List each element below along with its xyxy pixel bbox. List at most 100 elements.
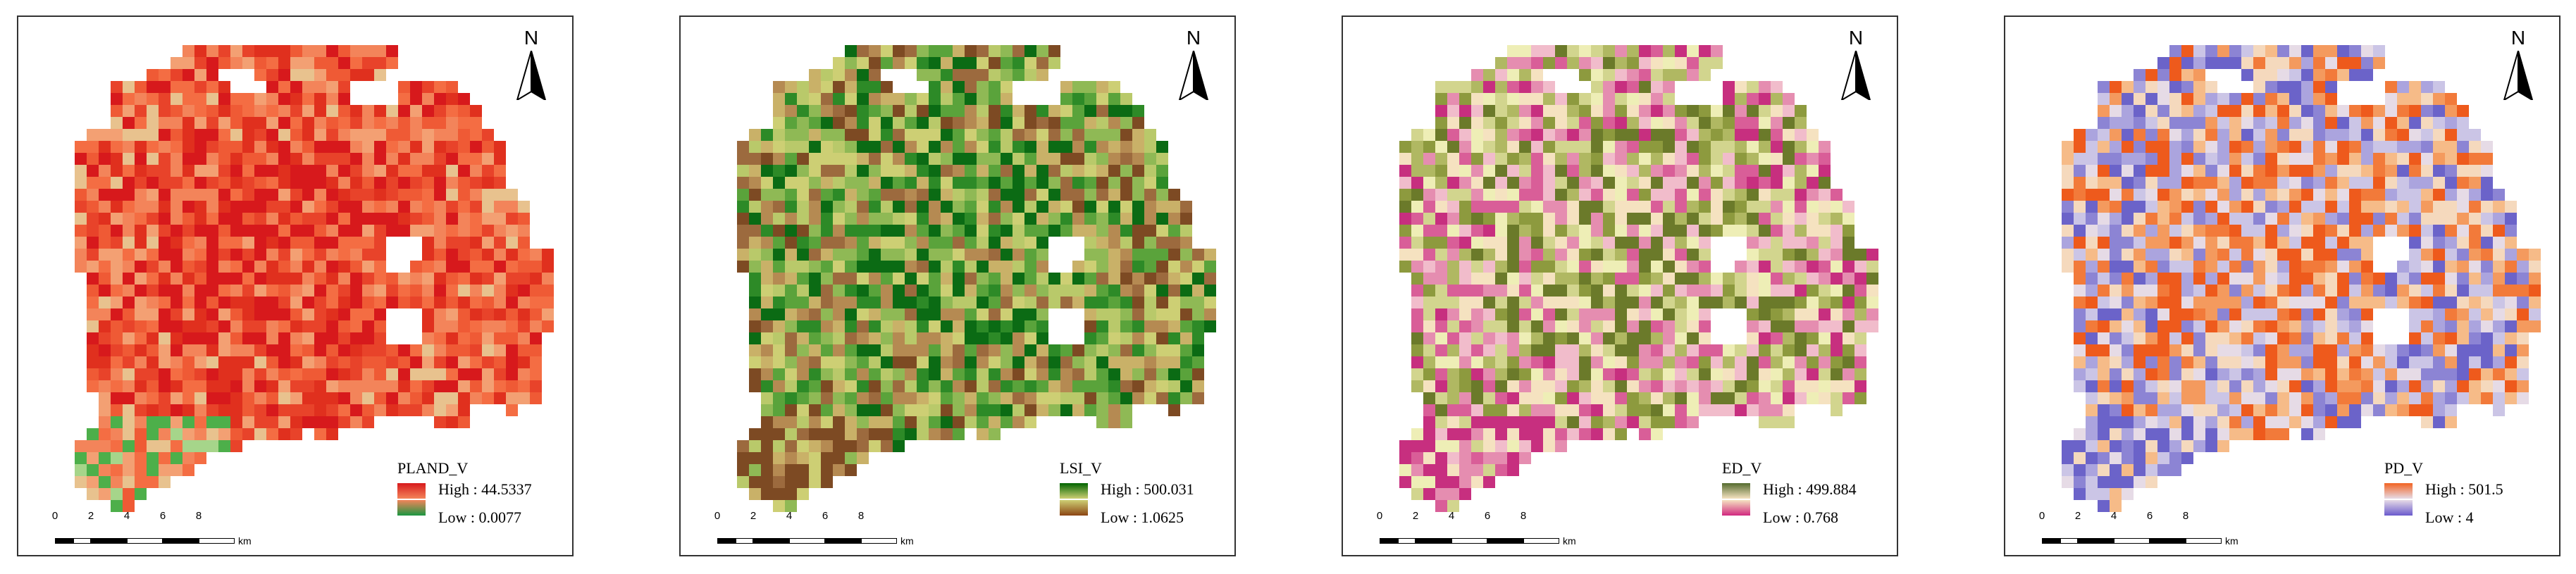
raster-cell	[797, 356, 809, 368]
raster-cell	[1831, 380, 1843, 392]
legend-high-swatch	[1722, 483, 1750, 499]
raster-cell	[749, 452, 761, 464]
raster-cell	[1543, 285, 1555, 297]
raster-cell	[1531, 416, 1543, 428]
raster-cell	[2397, 344, 2409, 356]
raster-cell	[2445, 392, 2457, 404]
raster-cell	[1084, 93, 1096, 105]
raster-cell	[242, 297, 254, 308]
raster-cell	[845, 81, 857, 93]
raster-cell	[2433, 117, 2445, 129]
raster-cell	[230, 320, 242, 332]
raster-cell	[941, 356, 953, 368]
raster-cell	[2409, 225, 2421, 237]
raster-cell	[410, 201, 422, 213]
raster-cell	[2253, 428, 2265, 440]
raster-cell	[2421, 225, 2433, 237]
raster-cell	[326, 57, 338, 69]
raster-cell	[182, 237, 194, 249]
raster-cell	[254, 153, 266, 165]
raster-cell	[2217, 297, 2229, 308]
raster-cell	[2134, 81, 2145, 93]
raster-cell	[338, 249, 350, 261]
raster-cell	[75, 237, 87, 249]
raster-cell	[362, 225, 374, 237]
raster-cell	[194, 165, 206, 177]
north-label: N	[2510, 27, 2526, 49]
raster-cell	[1591, 368, 1603, 380]
raster-cell	[1036, 392, 1048, 404]
raster-cell	[2122, 105, 2134, 117]
raster-cell	[1723, 285, 1735, 297]
raster-cell	[147, 153, 159, 165]
raster-cell	[2157, 344, 2169, 356]
raster-cell	[242, 308, 254, 320]
raster-cell	[206, 392, 218, 404]
legend-high-label: High : 500.031	[1101, 480, 1194, 498]
raster-cell	[362, 356, 374, 368]
raster-cell	[1627, 117, 1639, 129]
raster-cell	[869, 344, 881, 356]
raster-cell	[1651, 308, 1663, 320]
raster-cell	[977, 392, 989, 404]
raster-cell	[2313, 416, 2325, 428]
raster-cell	[1108, 285, 1120, 297]
raster-cell	[542, 320, 554, 332]
raster-cell	[1156, 368, 1168, 380]
raster-cell	[1723, 344, 1735, 356]
raster-cell	[2361, 392, 2373, 404]
raster-cell	[1072, 117, 1084, 129]
raster-cell	[494, 165, 506, 177]
raster-cell	[2409, 356, 2421, 368]
raster-cell	[2373, 141, 2385, 153]
raster-cell	[326, 117, 338, 129]
raster-cell	[2193, 57, 2205, 69]
raster-cell	[1423, 177, 1435, 189]
raster-cell	[1156, 297, 1168, 308]
raster-cell	[2445, 273, 2457, 285]
raster-cell	[290, 249, 302, 261]
raster-cell	[1579, 356, 1591, 368]
raster-cell	[773, 488, 785, 500]
raster-cell	[147, 416, 159, 428]
raster-cell	[482, 380, 494, 392]
raster-cell	[1024, 165, 1036, 177]
raster-cell	[2134, 93, 2145, 105]
raster-cell	[1096, 249, 1108, 261]
raster-cell	[773, 297, 785, 308]
raster-cell	[1519, 69, 1531, 81]
raster-cell	[1603, 308, 1615, 320]
raster-cell	[1663, 93, 1675, 105]
raster-cell	[2265, 249, 2277, 261]
raster-cell	[2349, 404, 2361, 416]
raster-cell	[1663, 297, 1675, 308]
raster-cell	[290, 297, 302, 308]
raster-cell	[1663, 69, 1675, 81]
raster-cell	[194, 225, 206, 237]
raster-cell	[410, 273, 422, 285]
raster-cell	[2098, 464, 2110, 476]
raster-cell	[1072, 404, 1084, 416]
raster-cell	[2086, 249, 2098, 261]
raster-cell	[1531, 249, 1543, 261]
raster-cell	[953, 213, 965, 225]
raster-cell	[2217, 213, 2229, 225]
raster-cell	[194, 93, 206, 105]
raster-cell	[2145, 189, 2157, 201]
raster-cell	[99, 344, 111, 356]
raster-cell	[1579, 153, 1591, 165]
raster-cell	[242, 332, 254, 344]
raster-cell	[2253, 225, 2265, 237]
raster-cell	[386, 57, 398, 69]
raster-cell	[2253, 177, 2265, 189]
raster-cell	[1168, 189, 1180, 201]
raster-cell	[1036, 213, 1048, 225]
raster-cell	[845, 404, 857, 416]
raster-cell	[1651, 368, 1663, 380]
raster-cell	[2169, 285, 2181, 297]
raster-cell	[2193, 153, 2205, 165]
raster-cell	[302, 392, 314, 404]
raster-cell	[2277, 297, 2289, 308]
raster-cell	[1507, 452, 1519, 464]
raster-cell	[2397, 225, 2409, 237]
